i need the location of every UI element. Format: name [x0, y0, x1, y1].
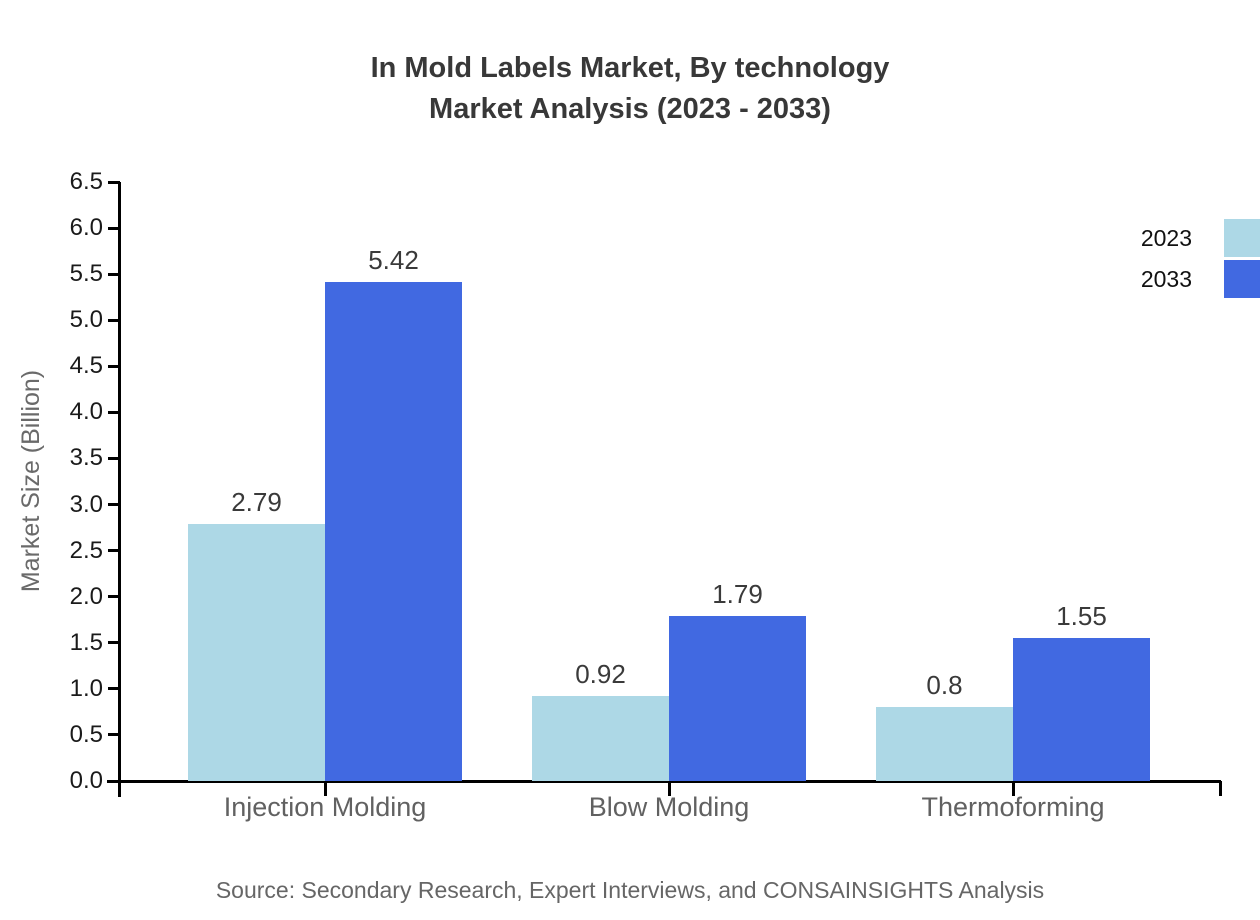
x-axis-line	[107, 780, 1221, 783]
y-tick-label: 3.0	[69, 490, 103, 518]
y-axis-tick	[108, 595, 120, 599]
y-tick-label: 4.0	[69, 398, 103, 426]
y-axis-tick	[108, 364, 120, 368]
x-axis-end-tick	[1219, 781, 1222, 796]
x-axis-tick	[667, 781, 671, 796]
y-tick-label: 5.0	[69, 306, 103, 334]
y-axis-line	[118, 182, 121, 797]
y-tick-label: 0.0	[69, 767, 103, 794]
y-axis-tick	[108, 779, 120, 783]
x-category-label: Injection Molding	[223, 792, 427, 822]
bar-2033-0	[325, 282, 462, 781]
y-axis-tick	[108, 226, 120, 230]
bar-value-label: 0.92	[575, 659, 626, 689]
bar-2023-2	[876, 707, 1013, 781]
bar-value-label: 5.42	[368, 245, 419, 275]
y-axis-tick	[108, 456, 120, 460]
y-axis-label: Market Size (Billion)	[17, 369, 45, 593]
x-category-label: Thermoforming	[921, 792, 1105, 822]
y-axis-tick	[108, 549, 120, 553]
y-axis-tick	[108, 687, 120, 691]
bar-value-label: 1.55	[1056, 601, 1107, 631]
y-axis-tick	[108, 733, 120, 737]
chart-title-line1: In Mold Labels Market, By technology	[370, 52, 890, 84]
y-tick-label: 4.5	[69, 352, 103, 380]
y-axis-tick	[108, 272, 120, 276]
legend-label-2033: 2033	[1140, 266, 1192, 292]
y-tick-label: 2.5	[69, 536, 103, 564]
y-axis-tick	[108, 503, 120, 507]
y-tick-label: 0.5	[69, 720, 103, 748]
legend-label-2023: 2023	[1140, 225, 1192, 251]
chart-title-line2: Market Analysis (2023 - 2033)	[429, 93, 831, 125]
y-axis-tick	[108, 641, 120, 645]
bar-2033-2	[1013, 638, 1150, 781]
bar-value-label: 2.79	[231, 487, 282, 517]
y-tick-label: 6.0	[69, 214, 103, 242]
chart-title: In Mold Labels Market, By technology Mar…	[0, 48, 1260, 130]
y-axis-tick	[108, 318, 120, 322]
bar-value-label: 1.79	[712, 579, 763, 609]
y-tick-label: 1.5	[69, 628, 103, 656]
x-category-label: Blow Molding	[588, 792, 750, 822]
bar-value-label: 0.8	[926, 670, 963, 700]
y-tick-label: 6.5	[69, 168, 103, 195]
x-axis-tick	[323, 781, 327, 796]
y-axis-tick	[108, 410, 120, 414]
y-axis-tick	[108, 180, 120, 184]
bar-2023-0	[188, 524, 325, 781]
bar-2033-1	[669, 616, 806, 781]
y-tick-label: 1.0	[69, 674, 103, 702]
y-tick-label: 5.5	[69, 260, 103, 288]
bar-2023-1	[532, 696, 669, 781]
legend-swatch-2033	[1224, 260, 1260, 298]
x-axis-tick	[1011, 781, 1015, 796]
legend-swatch-2023	[1224, 219, 1260, 257]
y-tick-label: 2.0	[69, 582, 103, 610]
y-tick-label: 3.5	[69, 444, 103, 472]
source-attribution: Source: Secondary Research, Expert Inter…	[215, 877, 1045, 903]
